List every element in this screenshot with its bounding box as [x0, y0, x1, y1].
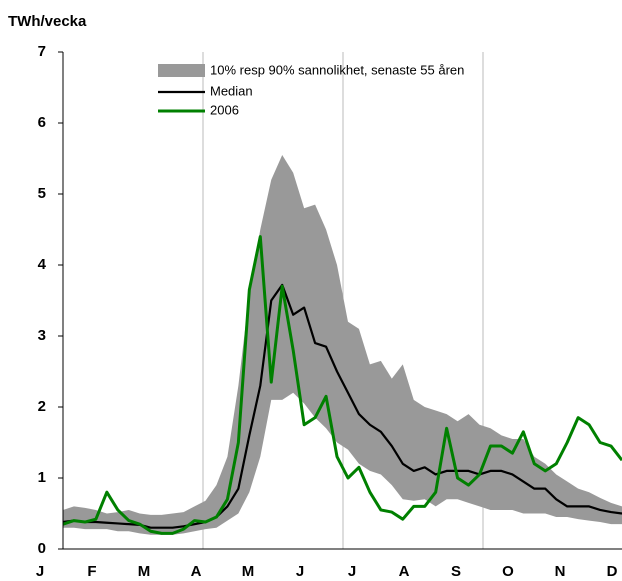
x-tick-label: M — [138, 563, 151, 580]
y-tick-label: 7 — [38, 43, 46, 60]
x-tick-label: F — [87, 563, 96, 580]
y-tick-label: 4 — [38, 256, 47, 273]
legend-label: Median — [210, 83, 253, 98]
y-tick-label: 3 — [38, 327, 46, 344]
y-tick-label: 0 — [38, 540, 46, 557]
x-tick-label: S — [451, 563, 461, 580]
y-tick-label: 6 — [38, 114, 46, 131]
x-tick-label: M — [242, 563, 255, 580]
y-tick-label: 5 — [38, 185, 46, 202]
series-line — [62, 283, 622, 529]
x-tick-label: A — [399, 563, 410, 580]
series-line — [62, 235, 622, 535]
x-tick-label: D — [607, 563, 618, 580]
x-tick-label: J — [36, 563, 44, 580]
legend-swatch — [158, 64, 205, 77]
x-tick-label: J — [348, 563, 356, 580]
legend-label: 10% resp 90% sannolikhet, senaste 55 åre… — [210, 62, 464, 77]
x-tick-label: O — [502, 563, 514, 580]
y-axis-label: TWh/vecka — [8, 13, 87, 30]
x-tick-label: N — [555, 563, 566, 580]
x-tick-label: J — [296, 563, 304, 580]
band-area — [63, 154, 622, 535]
legend-label: 2006 — [210, 102, 239, 117]
y-tick-label: 2 — [38, 398, 46, 415]
y-tick-label: 1 — [38, 469, 46, 486]
x-tick-label: A — [191, 563, 202, 580]
